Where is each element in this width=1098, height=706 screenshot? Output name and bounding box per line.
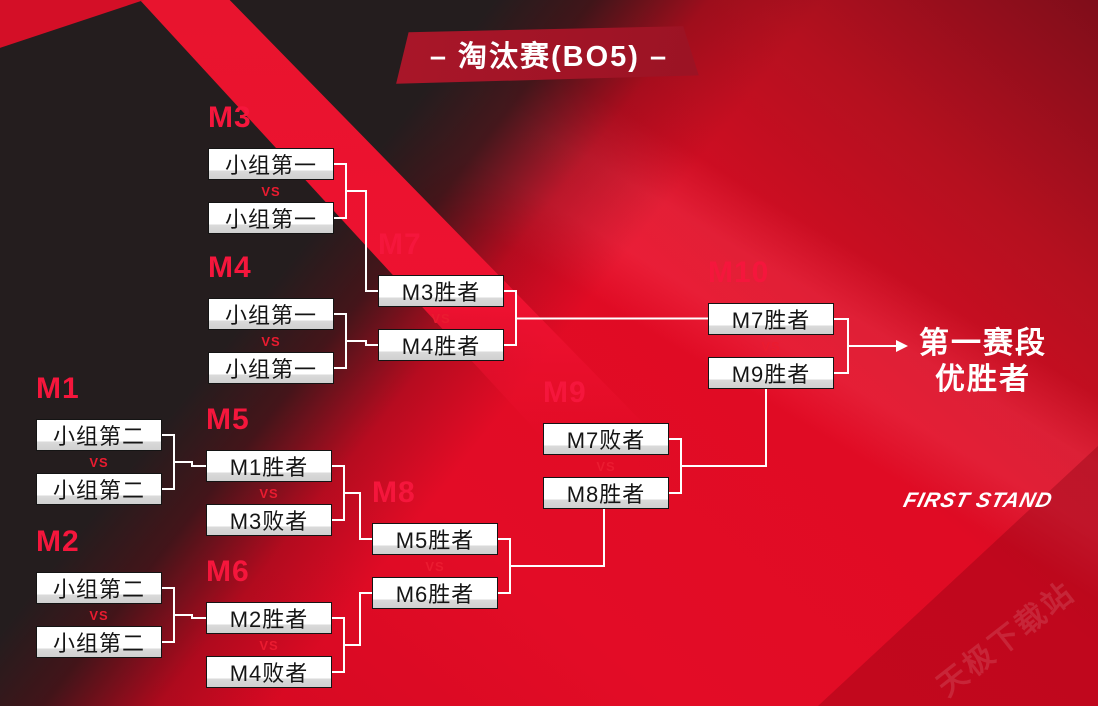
final-winner-line2: 优胜者 — [935, 363, 1031, 396]
match-m2: M2 小组第二 VS 小组第二 — [36, 526, 162, 658]
match-m10-label: M10 — [708, 256, 770, 289]
match-m2-slot-bottom: 小组第二 — [36, 626, 162, 658]
match-m1-slot-bottom: 小组第二 — [36, 473, 162, 505]
match-m8: M8 M5胜者 VS M6胜者 — [372, 477, 498, 609]
match-m5-vs-label: VS — [259, 485, 279, 501]
match-m1: M1 小组第二 VS 小组第二 — [36, 373, 162, 505]
final-winner-title: 第一赛段 优胜者 — [893, 326, 1073, 398]
match-m3-vs-label: VS — [261, 183, 281, 199]
match-m4: M4 小组第一 VS 小组第一 — [208, 252, 334, 384]
match-m3: M3 小组第一 VS 小组第一 — [208, 102, 334, 234]
match-m10-slot-top: M7胜者 — [708, 303, 834, 335]
match-m6-slot-top: M2胜者 — [206, 602, 332, 634]
match-m5-slot-bottom: M3败者 — [206, 504, 332, 536]
match-m1-vs-label: VS — [89, 454, 109, 470]
match-m7-vs-label: VS — [431, 310, 451, 326]
match-m2-label: M2 — [36, 525, 80, 558]
match-m7: M7 M3胜者 VS M4胜者 — [378, 229, 504, 361]
match-m1-slot-top: 小组第二 — [36, 419, 162, 451]
match-m10-slot-bottom: M9胜者 — [708, 357, 834, 389]
match-m6-vs-label: VS — [259, 637, 279, 653]
match-m10: M10 M7胜者 VS M9胜者 — [708, 257, 834, 389]
match-m6: M6 M2胜者 VS M4败者 — [206, 556, 332, 688]
match-m4-slot-top: 小组第一 — [208, 298, 334, 330]
arrow-head-icon — [896, 340, 908, 352]
match-m8-label: M8 — [372, 476, 416, 509]
match-m3-slot-top: 小组第一 — [208, 148, 334, 180]
match-m4-slot-bottom: 小组第一 — [208, 352, 334, 384]
match-m8-vs-label: VS — [425, 558, 445, 574]
stage-title-banner: – 淘汰赛(BO5) – — [396, 26, 699, 84]
match-m9-slot-top: M7败者 — [543, 423, 669, 455]
match-m7-label: M7 — [378, 228, 422, 261]
match-m3-slot-bottom: 小组第一 — [208, 202, 334, 234]
match-m8-slot-top: M5胜者 — [372, 523, 498, 555]
match-m3-label: M3 — [208, 101, 252, 134]
match-m5-slot-top: M1胜者 — [206, 450, 332, 482]
match-m9: M9 M7败者 VS M8胜者 — [543, 377, 669, 509]
match-m4-vs-label: VS — [261, 333, 281, 349]
first-stand-logo: FIRST STAND — [901, 489, 1056, 512]
match-m6-label: M6 — [206, 555, 250, 588]
match-m7-slot-bottom: M4胜者 — [378, 329, 504, 361]
match-m1-label: M1 — [36, 372, 80, 405]
final-winner-line1: 第一赛段 — [919, 327, 1047, 360]
match-m10-vs-label: VS — [761, 338, 781, 354]
match-m8-slot-bottom: M6胜者 — [372, 577, 498, 609]
stage-title: – 淘汰赛(BO5) – — [429, 41, 669, 73]
match-m5: M5 M1胜者 VS M3败者 — [206, 404, 332, 536]
match-m5-label: M5 — [206, 403, 250, 436]
match-m9-label: M9 — [543, 376, 587, 409]
match-m2-vs-label: VS — [89, 607, 109, 623]
match-m9-slot-bottom: M8胜者 — [543, 477, 669, 509]
match-m7-slot-top: M3胜者 — [378, 275, 504, 307]
match-m4-label: M4 — [208, 251, 252, 284]
match-m2-slot-top: 小组第二 — [36, 572, 162, 604]
match-m6-slot-bottom: M4败者 — [206, 656, 332, 688]
match-m9-vs-label: VS — [596, 458, 616, 474]
